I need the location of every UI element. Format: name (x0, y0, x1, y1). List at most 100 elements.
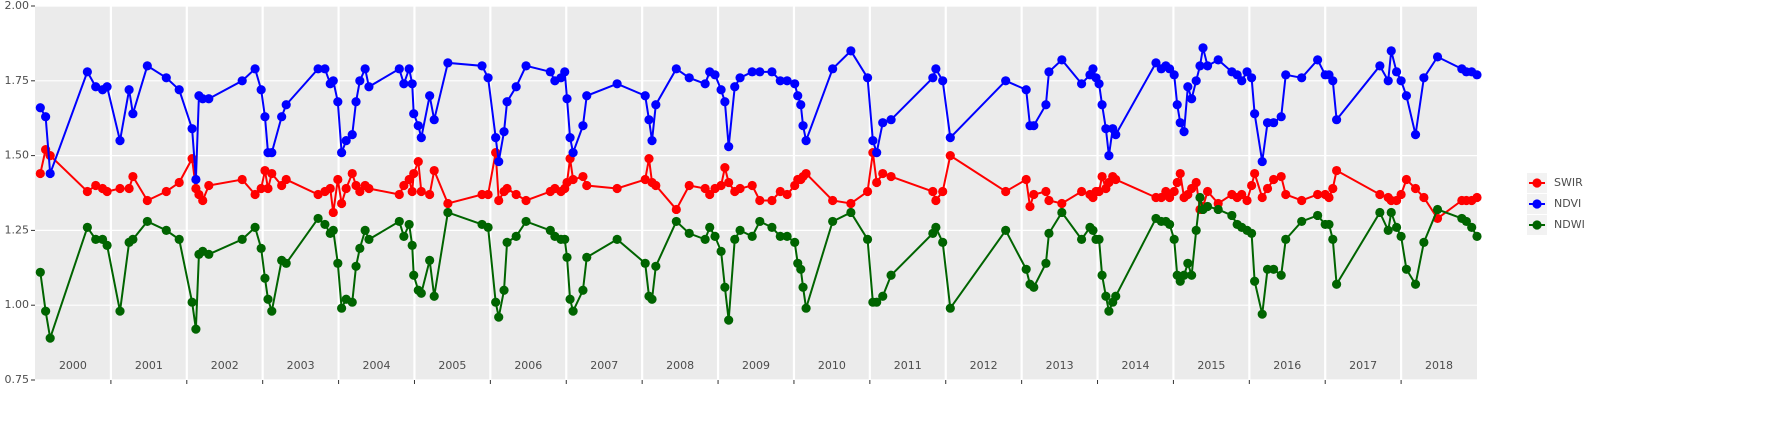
point (407, 240, 417, 250)
point (45, 151, 55, 161)
point (710, 231, 720, 241)
point (1297, 73, 1307, 83)
point (1021, 174, 1031, 185)
point (582, 180, 592, 191)
point (1276, 270, 1286, 280)
year-label: 2011 (894, 359, 922, 372)
point (612, 79, 622, 89)
point (790, 237, 800, 247)
y-tick-label: 1.75 (5, 74, 30, 87)
point (931, 64, 941, 74)
point (267, 148, 277, 158)
point (250, 64, 260, 74)
year-label: 2004 (363, 359, 391, 372)
point (720, 282, 730, 292)
point (938, 186, 948, 197)
point (775, 76, 785, 86)
point (640, 91, 650, 101)
legend-label: SWIR (1554, 176, 1583, 189)
point (582, 91, 592, 101)
point (45, 333, 55, 343)
point (142, 61, 152, 71)
point (1419, 192, 1429, 203)
point (511, 189, 521, 200)
point (1331, 165, 1342, 176)
point (801, 168, 811, 179)
point (1313, 210, 1323, 221)
point (568, 306, 578, 316)
point (237, 234, 247, 244)
point (281, 100, 291, 110)
point (191, 324, 201, 334)
point (364, 183, 374, 194)
point (1094, 234, 1104, 244)
point (328, 76, 338, 86)
point (174, 234, 184, 244)
point (782, 76, 792, 86)
point (491, 133, 501, 143)
point (115, 183, 125, 194)
point (360, 64, 370, 74)
point (1104, 151, 1114, 161)
point (511, 82, 521, 92)
point (782, 231, 792, 241)
point (443, 58, 453, 68)
point (250, 189, 260, 200)
point (494, 312, 504, 322)
point (938, 76, 948, 86)
y-tick-label: 0.75 (5, 373, 30, 386)
point (416, 288, 426, 298)
point (1461, 216, 1471, 227)
year-label: 2006 (514, 359, 542, 372)
point (1281, 70, 1291, 80)
point (1276, 171, 1286, 182)
point (886, 171, 896, 182)
point (647, 294, 657, 304)
point (1297, 216, 1307, 227)
point (521, 195, 531, 206)
point (128, 109, 138, 119)
point (399, 79, 409, 89)
point (1419, 73, 1429, 83)
point (928, 73, 938, 83)
point (1165, 219, 1175, 230)
point (1021, 264, 1031, 274)
point (483, 222, 493, 233)
point (320, 64, 330, 74)
point (1383, 76, 1393, 86)
point (1328, 76, 1338, 86)
point (325, 183, 335, 194)
year-label: 2010 (818, 359, 846, 372)
point (1419, 237, 1429, 247)
point (747, 67, 757, 77)
point (1094, 79, 1104, 89)
point (102, 82, 112, 92)
point (45, 168, 55, 179)
legend-point (1532, 199, 1542, 209)
point (945, 151, 955, 161)
point (407, 79, 417, 89)
point (404, 64, 414, 74)
point (494, 195, 504, 206)
point (578, 285, 588, 295)
point (260, 273, 270, 283)
point (945, 133, 955, 143)
point (281, 174, 291, 185)
point (267, 168, 277, 179)
point (938, 237, 948, 247)
point (1104, 306, 1114, 316)
point (204, 249, 214, 259)
point (724, 177, 734, 188)
point (868, 136, 878, 146)
point (1172, 177, 1182, 188)
point (1250, 109, 1260, 119)
point (724, 315, 734, 325)
point (560, 67, 570, 77)
point (198, 195, 208, 206)
point (413, 156, 423, 167)
year-label: 2008 (666, 359, 694, 372)
point (1088, 64, 1098, 74)
point (237, 76, 247, 86)
point (724, 142, 734, 152)
point (409, 270, 419, 280)
